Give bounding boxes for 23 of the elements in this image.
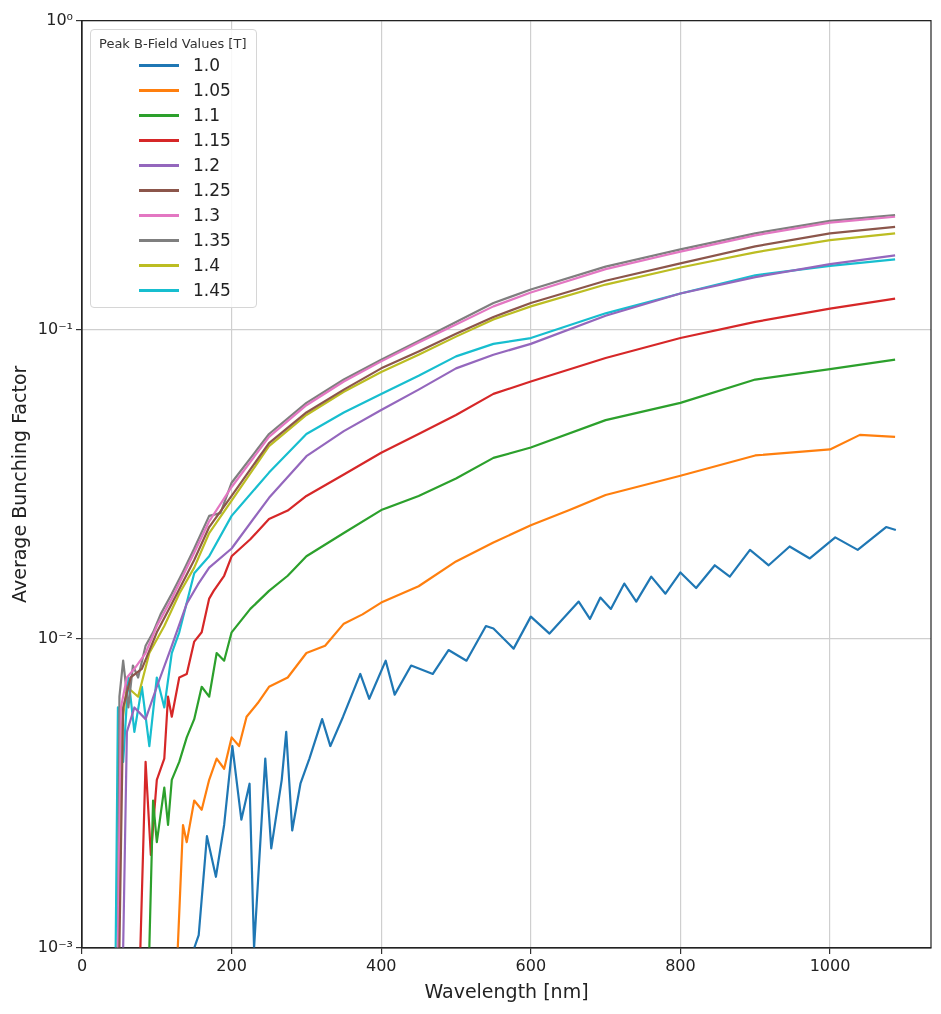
y-axis-title: Average Bunching Factor	[8, 365, 31, 603]
legend-title: Peak B-Field Values [T]	[99, 35, 247, 51]
legend-label: 1.0	[193, 55, 221, 76]
legend-label: 1.35	[193, 230, 231, 251]
legend-label: 1.3	[193, 205, 221, 226]
legend-label: 1.25	[193, 180, 231, 201]
x-tick-label: 1000	[809, 955, 851, 975]
x-tick-label: 400	[365, 955, 397, 975]
x-tick-label: 800	[665, 955, 696, 975]
x-tick-label: 200	[216, 955, 247, 975]
y-tick-label: 10⁻²	[37, 628, 74, 648]
x-axis-title: Wavelength [nm]	[424, 979, 589, 1002]
x-tick-label: 600	[515, 955, 547, 975]
x-tick-label: 0	[76, 955, 88, 975]
y-tick-label: 10⁻¹	[37, 318, 74, 338]
legend-label: 1.05	[193, 80, 231, 101]
y-tick-label: 10⁻³	[37, 937, 74, 957]
legend-label: 1.15	[193, 130, 231, 151]
legend-label: 1.1	[193, 105, 221, 126]
y-tick-label: 10⁰	[46, 9, 74, 29]
legend-label: 1.2	[193, 155, 221, 176]
legend-label: 1.45	[193, 280, 231, 301]
legend-label: 1.4	[193, 255, 221, 276]
